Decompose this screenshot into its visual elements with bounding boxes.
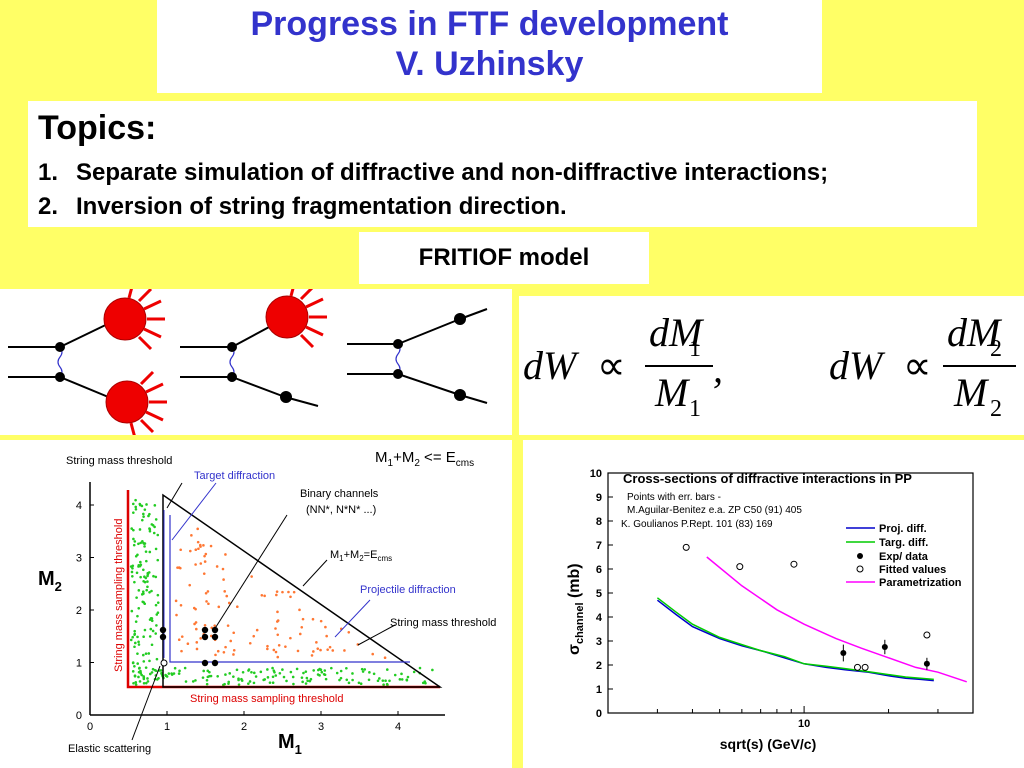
y-tick-label: 2 — [76, 605, 82, 617]
fitted-value-point — [854, 664, 860, 670]
y-tick-label: 1 — [76, 658, 82, 670]
legend-item: Fitted values — [879, 564, 946, 576]
legend-item: Targ. diff. — [879, 537, 928, 549]
exp-data-point — [924, 661, 930, 667]
y-tick-label: 2 — [596, 660, 602, 672]
cross-section-chart: Cross-sections of diffractive interactio… — [523, 440, 1024, 768]
y-tick-label: 6 — [596, 564, 602, 576]
topic-item: 1. Separate simulation of diffractive and… — [38, 159, 828, 187]
y-tick-label: 9 — [596, 492, 602, 504]
double-diffraction-diagram — [8, 289, 167, 435]
topics-heading: Topics: — [38, 109, 156, 148]
y-tick-label: 3 — [596, 636, 602, 648]
topic-text: Inversion of string fragmentation direct… — [76, 193, 567, 220]
elastic-diagram — [347, 309, 487, 403]
targ-diff-line — [657, 598, 933, 680]
label-condition-top: M1+M2 <= Ecms — [375, 449, 474, 469]
slide-author: V. Uzhinsky — [157, 44, 822, 84]
exp-data-point — [840, 650, 846, 656]
mass-plane-svg: 0 1 2 3 4 0 1 2 3 4 String mass threshold Target… — [0, 440, 512, 768]
y-tick-label: 0 — [76, 710, 82, 722]
target-diffraction-diagram — [180, 289, 327, 406]
label-sampling-bottom: String mass sampling threshold — [190, 693, 343, 705]
label-string-threshold-top: String mass threshold — [66, 455, 172, 467]
formulas-svg: dW ∝ dM 1 M 1 , dW ∝ dM 2 M 2 — [519, 296, 1024, 435]
model-label: FRITIOF model — [359, 232, 649, 284]
chart-note: M.Aguilar-Benitez e.a. ZP C50 (91) 405 — [627, 505, 802, 516]
chart-note: Points with err. bars - — [627, 492, 721, 503]
formula-den-sub: 2 — [990, 396, 1002, 422]
formula-lhs: dW — [523, 343, 580, 388]
formula-rel: ∝ — [597, 343, 626, 388]
label-elastic: Elastic scattering — [68, 743, 151, 755]
topic-number: 1. — [38, 159, 76, 187]
legend: Proj. diff. Targ. diff. Exp/ data Fitted… — [846, 523, 962, 589]
x-tick-label: 4 — [395, 721, 401, 733]
fitted-value-point — [683, 544, 689, 550]
y-axis-label: σchannel (mb) — [566, 563, 586, 655]
label-condition-line: M1+M2=Ecms — [330, 549, 392, 563]
label-binary-channels: Binary channels — [300, 488, 379, 500]
fitted-value-point — [737, 564, 743, 570]
y-tick-label: 4 — [76, 500, 82, 512]
formula-num-sub: 1 — [689, 336, 701, 362]
y-tick-label: 5 — [596, 588, 602, 600]
legend-item: Parametrization — [879, 577, 962, 589]
fitted-value-point — [791, 561, 797, 567]
formula-target: dW ∝ dM 2 M 2 — [829, 310, 1016, 422]
fitted-value-point — [862, 664, 868, 670]
topics-box: Topics: 1. Separate simulation of diffrac… — [28, 101, 977, 227]
title-box: Progress in FTF development V. Uzhinsky — [157, 0, 822, 93]
x-tick-label: 2 — [241, 721, 247, 733]
label-sampling-left: String mass sampling threshold — [113, 519, 125, 672]
formula-rel: ∝ — [903, 343, 932, 388]
formula-panel: dW ∝ dM 1 M 1 , dW ∝ dM 2 M 2 — [519, 296, 1024, 435]
formula-comma: , — [713, 346, 723, 391]
chart-title: Cross-sections of diffractive interactio… — [623, 471, 912, 486]
label-target-diffraction: Target diffraction — [194, 470, 275, 482]
y-ticks: 0 1 2 3 4 — [76, 500, 94, 722]
formula-num-sub: 2 — [990, 336, 1002, 362]
x-tick-label: 1 — [164, 721, 170, 733]
y-tick-label: 0 — [596, 708, 602, 720]
slide-title: Progress in FTF development — [157, 4, 822, 44]
mass-plane-panel: 0 1 2 3 4 0 1 2 3 4 String mass threshold Target… — [0, 440, 512, 768]
y-tick-label: 1 — [596, 684, 602, 696]
fitted-value-point — [924, 632, 930, 638]
y-tick-label: 8 — [596, 516, 602, 528]
interaction-diagrams — [0, 289, 512, 435]
formula-lhs: dW — [829, 343, 886, 388]
chart-note: K. Goulianos P.Rept. 101 (83) 169 — [621, 519, 773, 530]
topic-item: 2. Inversion of string fragmentation dire… — [38, 193, 567, 221]
x-tick-label: 10 — [798, 718, 810, 730]
diagram-panel — [0, 289, 512, 435]
x-tick-label: 0 — [87, 721, 93, 733]
axis-m1: M1 — [278, 731, 302, 757]
formula-den: M — [654, 370, 691, 415]
proj-diff-line — [657, 600, 933, 680]
y-tick-label: 4 — [596, 612, 603, 624]
topic-text: Separate simulation of diffractive and n… — [76, 159, 828, 186]
cross-section-chart-panel: Cross-sections of diffractive interactio… — [523, 440, 1024, 768]
y-tick-label: 10 — [590, 468, 602, 480]
legend-item: Exp/ data — [879, 551, 929, 563]
formula-den: M — [953, 370, 990, 415]
label-string-threshold-right: String mass threshold — [390, 617, 496, 629]
legend-item: Proj. diff. — [879, 523, 927, 535]
x-tick-label: 3 — [318, 721, 324, 733]
exp-data-point — [882, 644, 888, 650]
y-tick-label: 3 — [76, 553, 82, 565]
y-tick-label: 7 — [596, 540, 602, 552]
topic-number: 2. — [38, 193, 76, 221]
label-binary-sub: (NN*, N*N* ...) — [306, 504, 376, 516]
formula-den-sub: 1 — [689, 396, 701, 422]
label-projectile-diffraction: Projectile diffraction — [360, 584, 456, 596]
axis-m2: M2 — [38, 568, 62, 594]
x-axis-label: sqrt(s) (GeV/c) — [720, 736, 816, 752]
formula-projectile: dW ∝ dM 1 M 1 , — [523, 310, 723, 422]
y-ticks: 0 1 2 3 4 5 6 7 8 9 10 — [590, 468, 613, 720]
x-ticks: 10 — [608, 706, 973, 730]
